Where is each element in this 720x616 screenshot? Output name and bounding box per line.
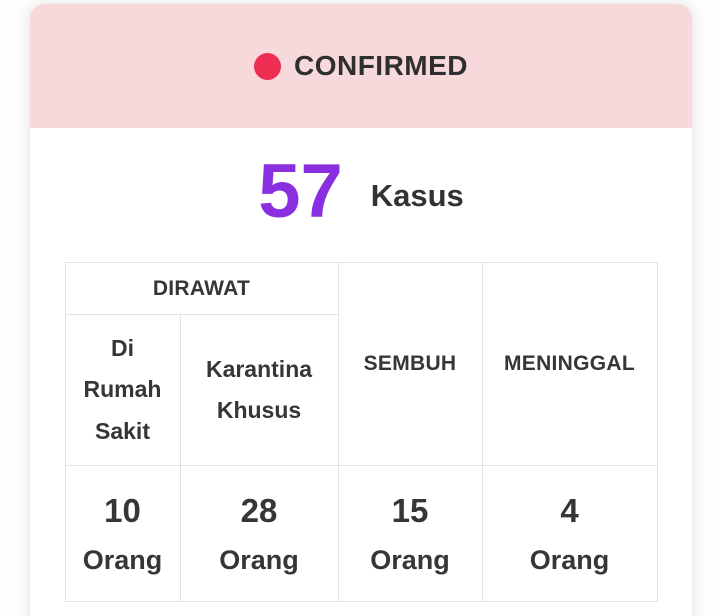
cases-breakdown-table: DIRAWAT SEMBUH MENINGGAL Di Rumah Sakit … [64,262,658,602]
header-karantina-khusus: Karantina Khusus [179,314,339,466]
deceased-count: 4 [560,491,579,529]
confirmed-banner: CONFIRMED [30,4,692,128]
header-di-rumah-sakit: Di Rumah Sakit [64,314,181,466]
cell-di-rumah-sakit: 10 Orang [64,465,181,602]
recovered-count: 15 [391,491,429,529]
cell-karantina-khusus: 28 Orang [179,465,339,602]
quarantine-unit: Orang [219,544,299,575]
table-row: 10 Orang 28 Orang 15 Orang 4 Orang [64,465,658,602]
recovered-unit: Orang [370,544,450,575]
confirmed-cases-card: CONFIRMED 57 Kasus DIRAWAT SEMBUH MENING… [30,4,692,616]
quarantine-count: 28 [240,491,278,529]
banner-label: CONFIRMED [293,50,469,81]
header-meninggal: MENINGGAL [481,262,658,466]
hospital-count: 10 [104,491,141,529]
total-cases: 57 Kasus [30,128,692,262]
cell-sembuh: 15 Orang [337,465,483,602]
status-dot-icon [253,52,281,80]
deceased-unit: Orang [529,544,610,575]
total-cases-unit: Kasus [370,178,464,213]
header-dirawat: DIRAWAT [64,262,339,315]
total-cases-value: 57 [258,149,343,234]
hospital-unit: Orang [82,544,163,575]
header-sembuh: SEMBUH [337,262,483,466]
cell-meninggal: 4 Orang [481,465,658,602]
